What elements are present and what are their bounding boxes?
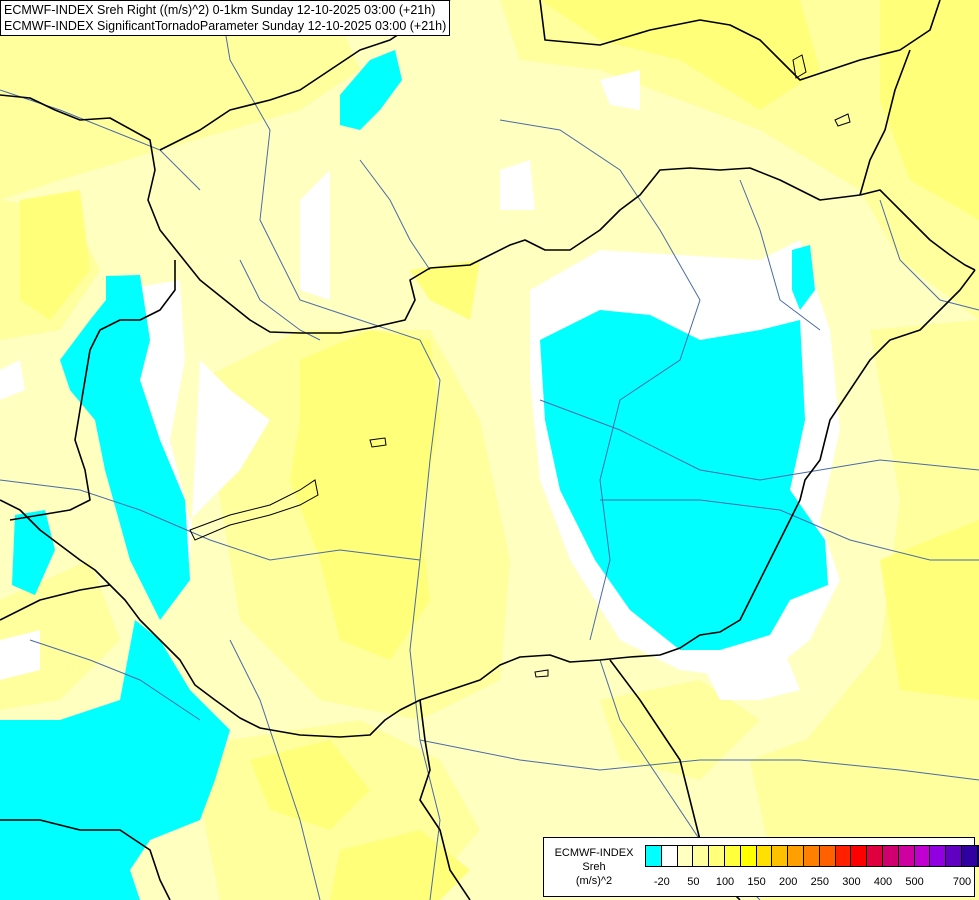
sreh-negative-areas [0, 50, 828, 900]
legend-unit: (m/s)^2 [575, 875, 613, 887]
legend-swatch [835, 846, 852, 866]
legend-swatch [740, 846, 757, 866]
legend-swatch [661, 846, 678, 866]
legend-swatch [803, 846, 820, 866]
legend-swatch [898, 846, 915, 866]
legend-swatch [724, 846, 741, 866]
legend-swatch [930, 846, 947, 866]
legend-swatch [882, 846, 899, 866]
legend-tick-label: -20 [653, 876, 670, 888]
map-title-line-1: ECMWF-INDEX Sreh Right ((m/s)^2) 0-1km S… [4, 3, 436, 17]
legend-tick-label: 150 [747, 876, 766, 888]
legend-swatch [788, 846, 804, 866]
legend-swatch [756, 846, 773, 866]
legend-swatch [646, 846, 662, 866]
lakes [189, 54, 851, 678]
legend-swatch [693, 846, 710, 866]
map-title-box: ECMWF-INDEX Sreh Right ((m/s)^2) 0-1km S… [0, 0, 451, 36]
legend-tick-label: 100 [715, 876, 735, 888]
legend-swatch [946, 846, 962, 866]
legend-tick-label: 700 [952, 876, 972, 888]
legend-swatches [645, 845, 979, 867]
legend-tick-label: 50 [687, 876, 700, 888]
legend-tick-label: 500 [905, 876, 924, 888]
legend-swatch [851, 846, 868, 866]
color-legend: ECMWF-INDEX Sreh (m/s)^2 -20 50 100 150 200 2… [543, 837, 979, 897]
legend-tick-label: 300 [842, 876, 861, 888]
legend-title: ECMWF-INDEX Sreh (m/s)^2 [544, 846, 644, 888]
map-title-line-2: ECMWF-INDEX SignificantTornadoParameter … [4, 19, 447, 33]
legend-tick-label: 200 [779, 876, 798, 888]
legend-parameter: Sreh [582, 861, 606, 873]
legend-source: ECMWF-INDEX [554, 847, 634, 859]
legend-swatch [977, 846, 979, 866]
legend-swatch [961, 846, 978, 866]
legend-swatch [772, 846, 789, 866]
legend-tick-label: 250 [810, 876, 829, 888]
legend-tick-label: 400 [873, 876, 893, 888]
legend-swatch [709, 846, 725, 866]
legend-swatch [914, 846, 931, 866]
legend-swatch [819, 846, 836, 866]
legend-swatch [867, 846, 883, 866]
legend-swatch [677, 846, 694, 866]
sreh-100-150-areas [20, 0, 979, 900]
